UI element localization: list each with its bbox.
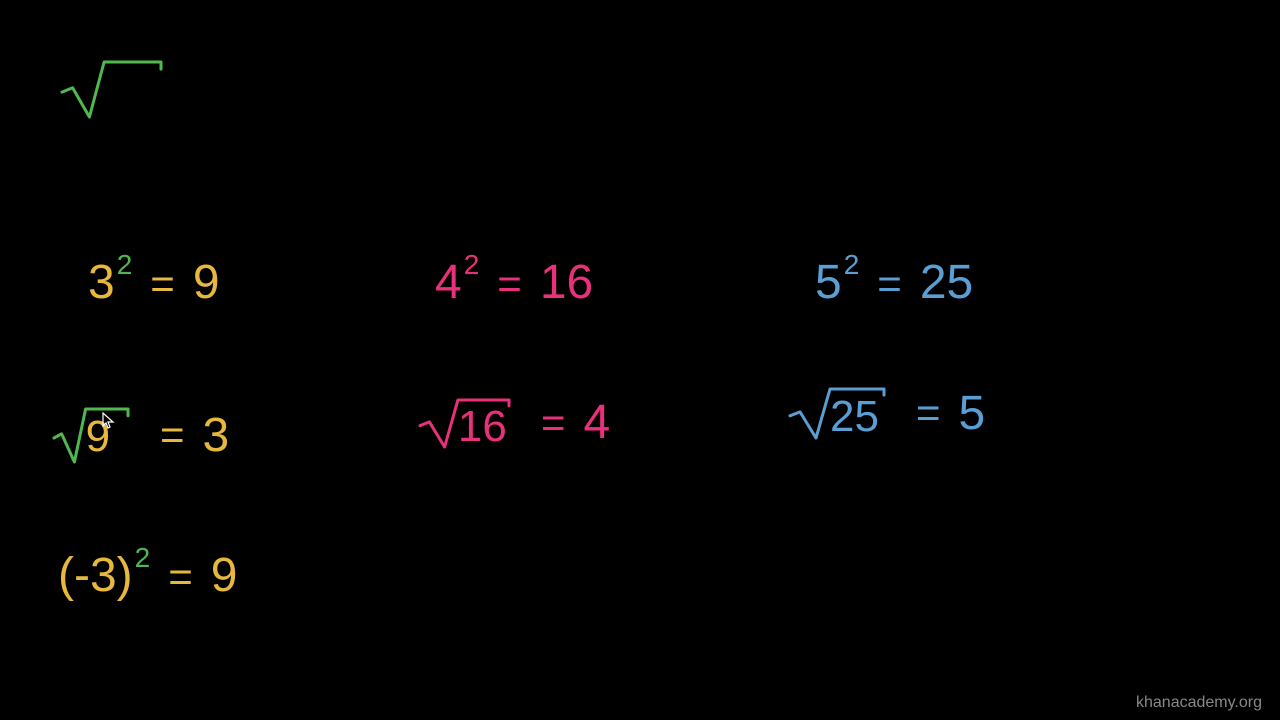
exponent: 2	[117, 249, 133, 281]
result-number: 5	[959, 386, 986, 441]
square-expression: 5 2 = 25	[815, 255, 973, 310]
root-expression: 25 = 5	[788, 385, 985, 441]
mouse-cursor	[102, 412, 116, 430]
result-number: 3	[203, 408, 230, 463]
base-number: 5	[815, 255, 842, 310]
square-expression: (-3) 2 = 9	[58, 548, 237, 603]
radicand: 25	[830, 392, 879, 442]
result-number: 25	[920, 255, 973, 310]
exponent: 2	[135, 542, 151, 574]
top-empty-radical	[60, 58, 165, 120]
equals-sign: =	[916, 389, 941, 437]
base-number: 3	[88, 255, 115, 310]
root-expression: 16 = 4	[418, 395, 610, 450]
square-expression: 3 2 = 9	[88, 255, 220, 310]
equals-sign: =	[541, 399, 566, 447]
exponent: 2	[464, 249, 480, 281]
radical-symbol: 16	[418, 396, 513, 450]
watermark: khanacademy.org	[1136, 694, 1262, 712]
base-number: 4	[435, 255, 462, 310]
result-number: 9	[193, 255, 220, 310]
equals-sign: =	[168, 553, 193, 601]
radicand: 16	[458, 402, 507, 452]
radical-symbol: 9	[52, 405, 132, 465]
result-number: 16	[540, 255, 593, 310]
equals-sign: =	[160, 411, 185, 459]
exponent: 2	[844, 249, 860, 281]
result-number: 9	[211, 548, 238, 603]
equals-sign: =	[150, 260, 175, 308]
radical-symbol: 25	[788, 385, 888, 441]
result-number: 4	[584, 395, 611, 450]
base-number: (-3)	[58, 548, 133, 603]
root-expression: 9 = 3	[52, 405, 229, 465]
equals-sign: =	[497, 260, 522, 308]
equals-sign: =	[877, 260, 902, 308]
square-expression: 4 2 = 16	[435, 255, 593, 310]
